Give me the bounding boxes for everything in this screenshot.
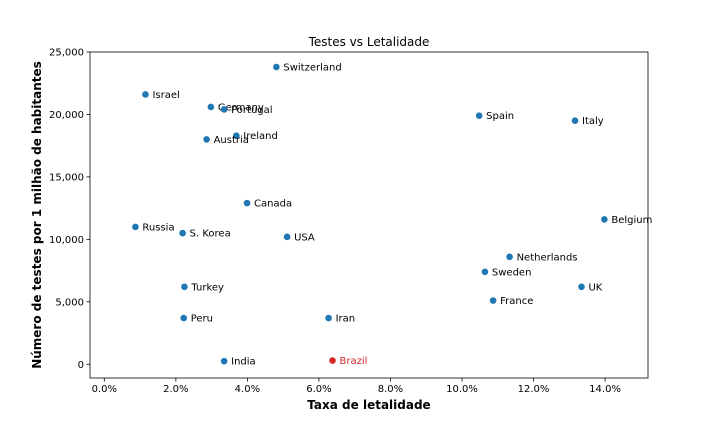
data-point	[220, 106, 228, 113]
point-label: Ireland	[243, 131, 278, 142]
data-point	[132, 223, 139, 231]
point-label: Netherlands	[517, 252, 578, 263]
data-point	[571, 117, 579, 124]
data-point	[506, 253, 513, 261]
x-tick-label: 12.0%	[518, 384, 550, 395]
data-point	[578, 283, 585, 291]
chart-title: Testes vs Letalidade	[308, 35, 430, 49]
x-tick-label: 6.0%	[306, 384, 331, 395]
data-point	[220, 357, 228, 365]
x-tick-label: 10.0%	[446, 384, 478, 395]
data-point	[179, 229, 186, 237]
point-label: S. Korea	[190, 229, 231, 240]
point-label: Portugal	[231, 105, 272, 116]
point-label: UK	[588, 282, 602, 293]
point-label: Germany	[218, 102, 264, 113]
point-label: Italy	[582, 116, 604, 127]
y-tick-label: 20,000	[49, 110, 84, 121]
point-label: Iran	[336, 314, 356, 325]
data-point	[283, 233, 291, 241]
data-point	[180, 314, 188, 322]
data-point	[142, 91, 149, 98]
data-point	[601, 216, 608, 223]
point-label: Spain	[486, 111, 514, 122]
point-label: Sweden	[492, 267, 532, 278]
x-axis-ticks: 0.0% 2.0% 4.0% 6.0% 8.0% 10.0% 12.0% 14.0%	[92, 378, 621, 395]
data-point	[243, 199, 251, 207]
x-tick-label: 0.0%	[92, 384, 117, 395]
y-tick-label: 25,000	[49, 48, 84, 59]
point-label: Canada	[254, 199, 292, 210]
data-point	[207, 103, 215, 111]
x-tick-label: 8.0%	[378, 384, 403, 395]
point-label: Austria	[214, 135, 249, 146]
point-label: USA	[294, 232, 315, 243]
y-tick-label: 0	[78, 360, 84, 371]
data-point	[489, 297, 497, 304]
data-point	[329, 357, 336, 364]
x-axis-label: Taxa de letalidade	[307, 398, 430, 412]
y-axis-ticks: 0 5,000 10,000 15,000 20,000 25,000	[49, 48, 90, 371]
x-tick-label: 4.0%	[235, 384, 260, 395]
point-label: Israel	[152, 90, 179, 101]
data-point	[325, 314, 332, 322]
point-label: Turkey	[190, 282, 224, 293]
point-label: France	[500, 296, 533, 307]
point-label: Switzerland	[283, 62, 341, 73]
point-label: Belgium	[611, 215, 652, 226]
data-point	[203, 136, 210, 143]
y-tick-label: 10,000	[49, 235, 84, 246]
plot-frame	[89, 51, 649, 379]
x-tick-label: 14.0%	[589, 384, 621, 395]
point-label: Russia	[142, 222, 174, 233]
data-point	[475, 112, 483, 120]
y-tick-label: 5,000	[55, 297, 84, 308]
y-axis-label: Número de testes por 1 milhão de habitan…	[30, 61, 44, 369]
x-tick-label: 2.0%	[163, 384, 188, 395]
point-label: Brazil	[340, 356, 368, 367]
data-point	[273, 63, 280, 71]
y-tick-label: 15,000	[49, 172, 84, 183]
point-label: India	[231, 357, 256, 368]
point-label: Peru	[191, 314, 213, 325]
data-point	[232, 132, 240, 139]
data-point	[481, 268, 489, 276]
data-point	[181, 283, 188, 291]
